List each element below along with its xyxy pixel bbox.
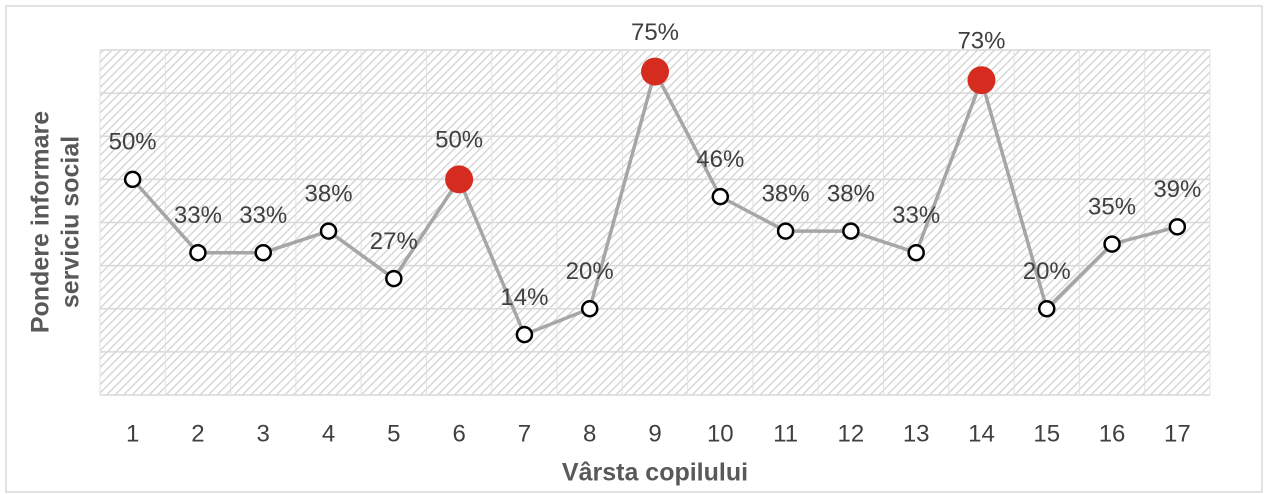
data-label: 35% xyxy=(1088,193,1136,220)
data-point xyxy=(123,170,142,189)
x-tick-label: 6 xyxy=(452,420,465,447)
x-tick-label: 16 xyxy=(1099,420,1126,447)
data-label: 33% xyxy=(239,202,287,229)
data-label: 50% xyxy=(109,129,157,156)
x-tick-label: 9 xyxy=(648,420,661,447)
data-label: 38% xyxy=(305,180,353,207)
data-label: 38% xyxy=(827,180,875,207)
data-point xyxy=(711,187,730,206)
x-tick-label: 3 xyxy=(257,420,270,447)
x-tick-label: 15 xyxy=(1033,420,1060,447)
x-tick-label: 5 xyxy=(387,420,400,447)
data-label: 27% xyxy=(370,228,418,255)
data-label: 46% xyxy=(696,146,744,173)
data-point xyxy=(1038,300,1056,318)
data-point xyxy=(641,57,669,86)
data-point xyxy=(515,325,534,344)
data-point xyxy=(445,165,474,194)
x-tick-label: 11 xyxy=(773,420,798,447)
x-tick-label: 12 xyxy=(838,420,865,447)
y-axis-title: Pondere informare xyxy=(27,111,55,333)
data-label: 33% xyxy=(892,202,940,229)
x-axis-title: Vârsta copilului xyxy=(562,459,748,487)
data-point xyxy=(1168,218,1187,236)
data-point xyxy=(967,66,996,95)
x-tick-label: 10 xyxy=(707,420,734,447)
data-point xyxy=(842,222,860,240)
data-label: 20% xyxy=(566,258,614,285)
x-tick-label: 17 xyxy=(1164,420,1191,447)
data-label: 38% xyxy=(762,180,810,207)
data-point xyxy=(580,300,599,318)
data-point xyxy=(254,243,272,262)
data-label: 14% xyxy=(500,284,548,311)
data-label: 75% xyxy=(631,19,679,46)
x-tick-label: 7 xyxy=(518,420,531,447)
x-tick-label: 1 xyxy=(126,420,139,447)
data-label: 33% xyxy=(174,202,222,229)
x-tick-label: 14 xyxy=(968,420,995,447)
data-label: 39% xyxy=(1153,176,1201,203)
data-label: 50% xyxy=(435,127,483,154)
data-point xyxy=(1103,235,1121,253)
data-point xyxy=(776,222,795,240)
data-point xyxy=(319,222,338,240)
x-tick-label: 13 xyxy=(903,420,930,447)
data-label: 73% xyxy=(957,28,1005,55)
data-label: 20% xyxy=(1023,258,1071,285)
data-point xyxy=(907,243,925,262)
data-point xyxy=(385,269,403,288)
data-point xyxy=(189,243,207,262)
x-tick-label: 4 xyxy=(322,420,335,447)
x-tick-label: 8 xyxy=(583,420,596,447)
x-tick-label: 2 xyxy=(191,420,204,447)
y-axis-title: serviciu social xyxy=(57,136,85,308)
